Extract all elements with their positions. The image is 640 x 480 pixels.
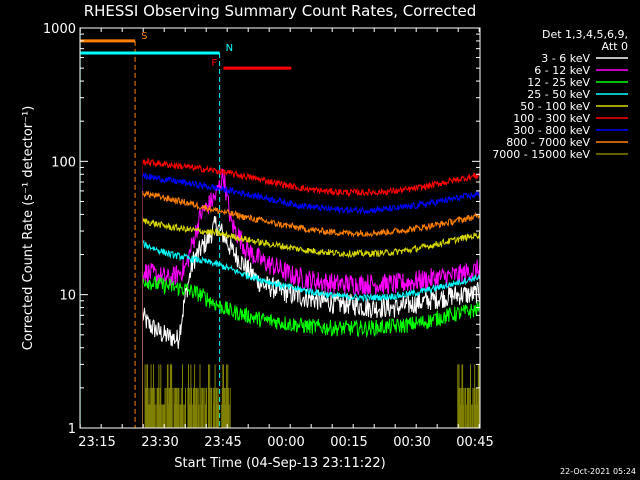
x-tick-label: 00:45 <box>456 435 493 450</box>
plot-area: S NF <box>80 28 480 428</box>
axes: 1 10 100 1000 23:15 23:30 23:45 00:00 00:15 00:30… <box>43 22 494 450</box>
legend-entry-label: 800 - 7000 keV <box>506 136 590 149</box>
flag-N-label: N <box>226 43 233 54</box>
series-line <box>142 168 480 296</box>
flag-S-label: S <box>141 31 147 42</box>
y-tick-label: 1000 <box>43 22 76 37</box>
y-tick-label: 10 <box>59 289 76 304</box>
y-tick-label: 1 <box>68 422 76 437</box>
legend-entry-label: 300 - 800 keV <box>513 124 590 137</box>
series-line <box>142 172 480 215</box>
series-7000-15000-kev <box>142 364 480 428</box>
generation-timestamp: 22-Oct-2021 05:24 <box>560 467 636 476</box>
y-tick-label: 100 <box>51 155 76 170</box>
legend-entry-label: 6 - 12 keV <box>534 64 590 77</box>
series-line <box>142 215 480 349</box>
plot-frame <box>79 27 481 429</box>
y-axis-label: Corrected Count Rate (s⁻¹ detector⁻¹) <box>21 106 36 351</box>
x-tick-label: 00:00 <box>267 435 304 450</box>
series-line <box>142 190 480 238</box>
legend-entry-label: 7000 - 15000 keV <box>492 148 590 161</box>
legend-entry-label: 25 - 50 keV <box>527 88 590 101</box>
x-tick-label: 23:15 <box>78 435 115 450</box>
x-tick-label: 23:30 <box>141 435 178 450</box>
flag-F-label: F <box>211 58 217 69</box>
legend-entry-label: 12 - 25 keV <box>527 76 590 89</box>
legend-entry-label: 50 - 100 keV <box>520 100 590 113</box>
x-axis-label: Start Time (04-Sep-13 23:11:22) <box>174 456 385 471</box>
series-line <box>142 157 480 198</box>
x-tick-label: 00:15 <box>330 435 367 450</box>
x-tick-label: 23:45 <box>204 435 241 450</box>
series-line <box>142 276 480 338</box>
legend-header-line-2: Att 0 <box>602 40 628 53</box>
series-line <box>142 217 480 259</box>
x-tick-label: 00:30 <box>393 435 430 450</box>
chart-title: RHESSI Observing Summary Count Rates, Co… <box>84 2 477 20</box>
legend-header-line-1: Det 1,3,4,5,6,9, <box>542 28 628 41</box>
legend-entry-label: 100 - 300 keV <box>513 112 590 125</box>
legend-entry-label: 3 - 6 keV <box>541 52 590 65</box>
series-100-300-kev <box>142 157 480 428</box>
series-line <box>142 239 480 302</box>
